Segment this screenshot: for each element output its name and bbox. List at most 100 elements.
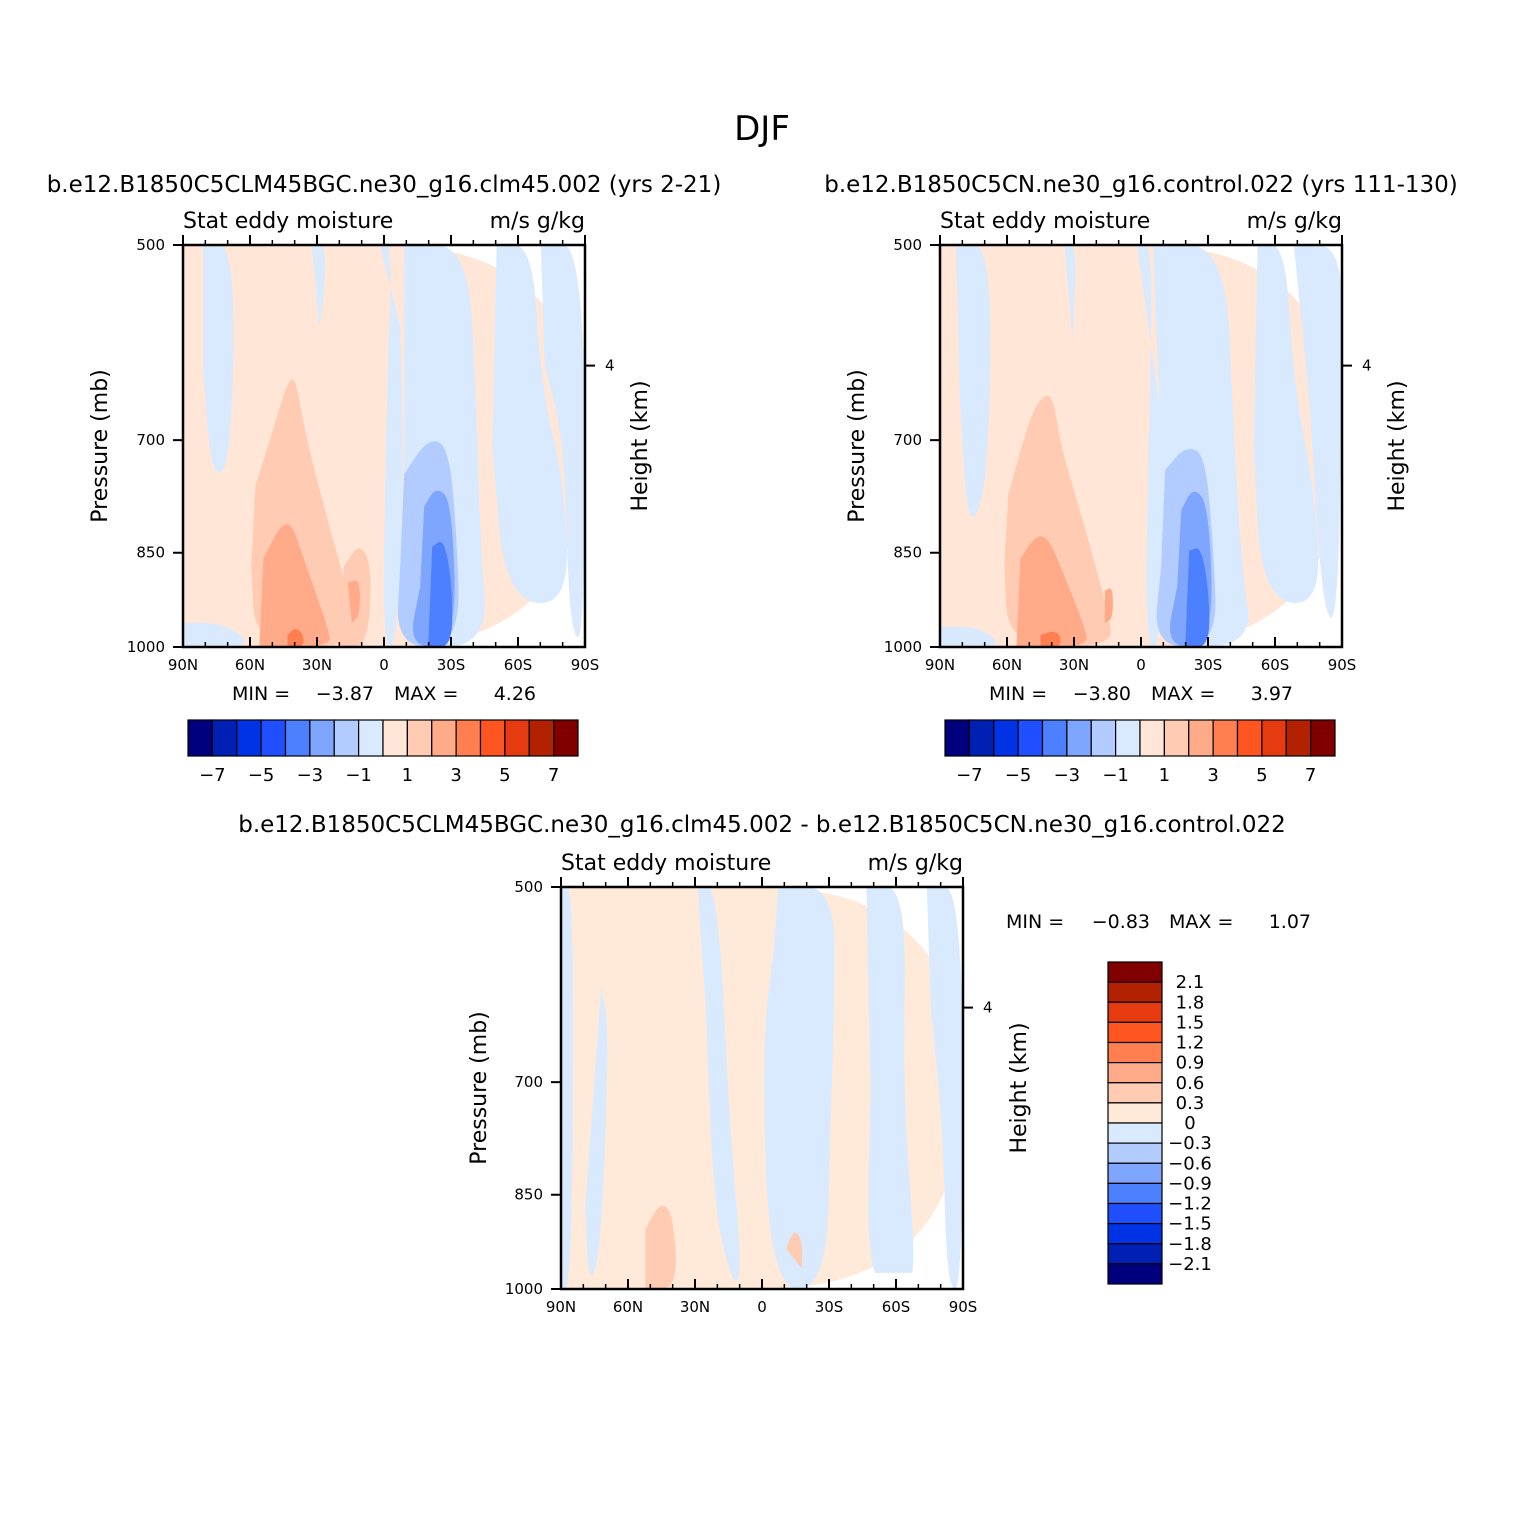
contour-region <box>866 887 914 1289</box>
colorbar-label: 0.6 <box>1176 1073 1205 1094</box>
colorbar-swatch <box>1107 1041 1163 1064</box>
colorbar-swatch <box>1107 1162 1163 1184</box>
x-tick-label: 60N <box>992 656 1022 674</box>
colorbar-label: −0.9 <box>1168 1173 1212 1194</box>
colorbar-swatch <box>1107 981 1163 1003</box>
contour-region <box>645 1205 676 1289</box>
colorbar-swatch <box>333 719 360 757</box>
panel-difference-title: b.e12.B1850C5CLM45BGC.ne30_g16.clm45.002… <box>238 812 1286 838</box>
colorbar-swatch <box>236 719 262 757</box>
colorbar-label: 0.9 <box>1176 1053 1205 1074</box>
colorbar-swatch <box>1107 1263 1163 1285</box>
y-tick-label: 500 <box>514 878 543 896</box>
y-tick-label: 850 <box>893 544 922 562</box>
figure-title: DJF <box>734 109 790 149</box>
colorbar-swatch <box>1107 1102 1163 1124</box>
x-tick-label: 60N <box>613 1298 643 1316</box>
colorbar-swatch <box>1066 719 1092 757</box>
colorbar-swatch <box>1090 719 1117 757</box>
x-tick-label: 60N <box>235 656 265 674</box>
contour-region <box>1249 630 1326 647</box>
contour-region <box>561 887 963 1289</box>
x-tick-label: 90S <box>1328 656 1357 674</box>
colorbar-swatch <box>406 719 433 757</box>
contour-region <box>1293 245 1342 618</box>
panel-difference-min-label: MIN = <box>1006 911 1064 933</box>
x-tick-label: 90S <box>571 656 600 674</box>
contour-region <box>1016 536 1087 647</box>
panel-1-max-value: 4.26 <box>494 683 536 705</box>
colorbar-label: 1.2 <box>1176 1033 1205 1054</box>
panel-difference-left-title: Stat eddy moisture <box>561 851 771 876</box>
colorbar-swatch <box>1107 1223 1163 1245</box>
contour-region <box>1104 588 1113 623</box>
panel-2-right-title: m/s g/kg <box>1247 209 1342 234</box>
colorbar-label: −5 <box>248 765 275 786</box>
colorbar-swatch <box>1107 1062 1163 1084</box>
contour-region <box>311 245 326 324</box>
panel-2-max-label: MAX = <box>1151 683 1215 705</box>
contour-region <box>1253 245 1319 604</box>
colorbar-swatch <box>944 719 970 757</box>
colorbar-label: −1 <box>345 765 372 786</box>
contour-region <box>561 887 574 1289</box>
panel-1-right-title: m/s g/kg <box>490 209 585 234</box>
colorbar-label: 1.8 <box>1176 992 1205 1013</box>
colorbar-label: −1.5 <box>1168 1214 1212 1235</box>
colorbar-swatch <box>553 719 579 757</box>
colorbar-label: −7 <box>956 765 983 786</box>
colorbar-label: 7 <box>548 765 559 786</box>
panel-difference-max-value: 1.07 <box>1269 911 1311 933</box>
colorbar-swatch <box>1310 719 1336 757</box>
colorbar-swatch <box>455 719 482 757</box>
panel-2-left-title: Stat eddy moisture <box>940 209 1150 234</box>
panel-1-min-label: MIN = <box>232 683 290 705</box>
contour-region <box>956 245 991 517</box>
panel-difference-contour-field: 90N 60N 30N 0 30S 60S 90S 500 700 850 1000 4 <box>505 877 993 1316</box>
panel-1-left-title: Stat eddy moisture <box>183 209 393 234</box>
y-tick-label: 850 <box>136 544 165 562</box>
panel-difference-y2label: Height (km) <box>1007 1022 1032 1153</box>
colorbar-label: 2.1 <box>1176 972 1205 993</box>
y2-tick-label: 4 <box>983 999 993 1017</box>
colorbar-swatch <box>187 719 213 757</box>
contour-region <box>1185 548 1210 647</box>
contour-region <box>1064 245 1076 342</box>
panel-2-y2label: Height (km) <box>1385 380 1410 511</box>
colorbar-label: 5 <box>499 765 510 786</box>
colorbar-swatch <box>1188 719 1214 757</box>
contour-region <box>203 245 234 473</box>
y-tick-label: 700 <box>136 431 165 449</box>
colorbar-swatch <box>1107 1182 1163 1205</box>
panel-difference: b.e12.B1850C5CLM45BGC.ne30_g16.clm45.002… <box>238 812 1311 1316</box>
colorbar-swatch <box>1107 961 1163 983</box>
panel-2-min-label: MIN = <box>989 683 1047 705</box>
colorbar-swatch <box>1115 719 1141 757</box>
x-tick-label: 90N <box>546 1298 576 1316</box>
x-tick-label: 90S <box>949 1298 978 1316</box>
colorbar-label: 1.5 <box>1176 1012 1205 1033</box>
contour-region <box>428 541 453 647</box>
panel-1-ylabel: Pressure (mb) <box>88 369 113 523</box>
contour-region <box>697 887 740 1281</box>
contour-region <box>540 245 585 638</box>
colorbar-swatch <box>309 719 335 757</box>
contour-region <box>926 887 963 1289</box>
panel-2-contour-field: 90N 60N 30N 0 30S 60S 90S 500 700 850 1000 4 <box>884 235 1372 674</box>
colorbar-swatch <box>1107 1122 1163 1144</box>
contour-region <box>585 987 608 1276</box>
colorbar-label: −0.3 <box>1168 1133 1212 1154</box>
x-tick-label: 60S <box>504 656 533 674</box>
colorbar-swatch <box>211 719 238 757</box>
x-tick-label: 30S <box>1194 656 1223 674</box>
panel-2-ylabel: Pressure (mb) <box>845 369 870 523</box>
x-tick-label: 30S <box>815 1298 844 1316</box>
contour-region <box>183 622 245 647</box>
colorbar-swatch <box>1163 719 1190 757</box>
y-tick-label: 1000 <box>505 1280 543 1298</box>
panel-difference-colorbar: 2.11.81.51.20.90.60.30−0.3−0.6−0.9−1.2−1… <box>1107 961 1212 1285</box>
panel-1-title: b.e12.B1850C5CLM45BGC.ne30_g16.clm45.002… <box>47 172 722 198</box>
contour-region <box>259 524 330 647</box>
panel-1-contour-field: 90N 60N 30N 0 30S 60S 90S 500 700 850 1000 4 <box>127 235 615 674</box>
